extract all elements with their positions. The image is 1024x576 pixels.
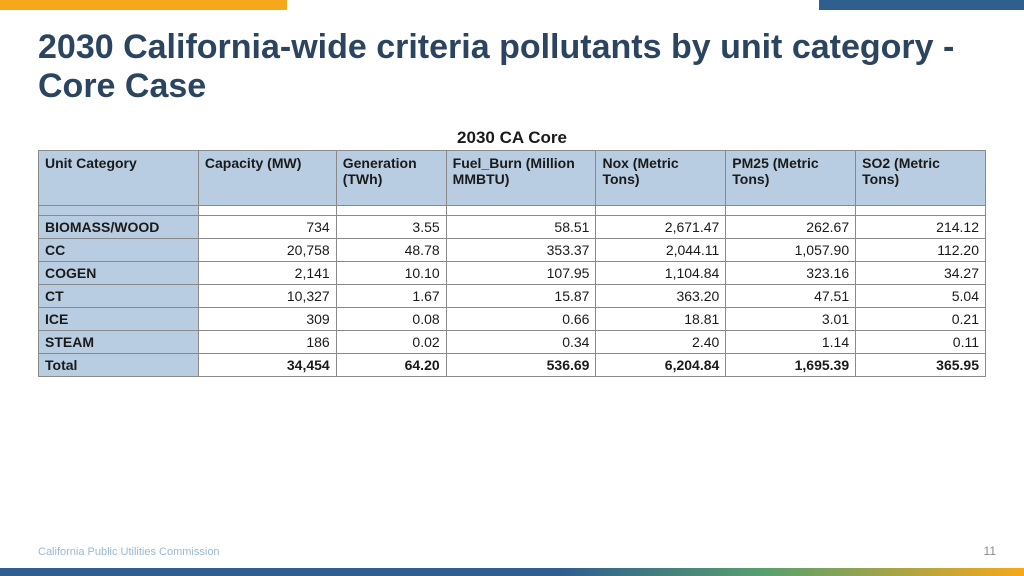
cell: 20,758 — [198, 239, 336, 262]
col-header: Capacity (MW) — [198, 151, 336, 206]
table-row: CT 10,327 1.67 15.87 363.20 47.51 5.04 — [39, 285, 986, 308]
table-row: STEAM 186 0.02 0.34 2.40 1.14 0.11 — [39, 331, 986, 354]
footer-org: California Public Utilities Commission — [38, 546, 220, 558]
cell: 186 — [198, 331, 336, 354]
col-header: Nox (Metric Tons) — [596, 151, 726, 206]
table-row: CC 20,758 48.78 353.37 2,044.11 1,057.90… — [39, 239, 986, 262]
table-row: BIOMASS/WOOD 734 3.55 58.51 2,671.47 262… — [39, 216, 986, 239]
row-category: CT — [39, 285, 199, 308]
cell: 214.12 — [856, 216, 986, 239]
cell: 3.55 — [336, 216, 446, 239]
cell: 323.16 — [726, 262, 856, 285]
total-cell: 34,454 — [198, 354, 336, 377]
row-category: STEAM — [39, 331, 199, 354]
cell: 2,141 — [198, 262, 336, 285]
cell: 1.14 — [726, 331, 856, 354]
cell: 0.21 — [856, 308, 986, 331]
table-caption: 2030 CA Core — [0, 128, 1024, 148]
cell: 112.20 — [856, 239, 986, 262]
table-header-row: Unit Category Capacity (MW) Generation (… — [39, 151, 986, 206]
cell: 34.27 — [856, 262, 986, 285]
total-label: Total — [39, 354, 199, 377]
row-category: BIOMASS/WOOD — [39, 216, 199, 239]
cell: 15.87 — [446, 285, 596, 308]
cell: 58.51 — [446, 216, 596, 239]
cell: 47.51 — [726, 285, 856, 308]
cell: 2,671.47 — [596, 216, 726, 239]
table-row: ICE 309 0.08 0.66 18.81 3.01 0.21 — [39, 308, 986, 331]
total-cell: 536.69 — [446, 354, 596, 377]
total-cell: 1,695.39 — [726, 354, 856, 377]
cell: 5.04 — [856, 285, 986, 308]
bottom-accent-bar — [0, 568, 1024, 576]
cell: 734 — [198, 216, 336, 239]
cell: 1,057.90 — [726, 239, 856, 262]
total-cell: 6,204.84 — [596, 354, 726, 377]
page-number: 11 — [984, 544, 996, 558]
cell: 0.66 — [446, 308, 596, 331]
cell: 353.37 — [446, 239, 596, 262]
cell: 2.40 — [596, 331, 726, 354]
cell: 2,044.11 — [596, 239, 726, 262]
cell: 0.34 — [446, 331, 596, 354]
cell: 18.81 — [596, 308, 726, 331]
cell: 0.11 — [856, 331, 986, 354]
cell: 107.95 — [446, 262, 596, 285]
table-total-row: Total 34,454 64.20 536.69 6,204.84 1,695… — [39, 354, 986, 377]
pollutants-table: Unit Category Capacity (MW) Generation (… — [38, 150, 986, 377]
cell: 363.20 — [596, 285, 726, 308]
col-header: SO2 (Metric Tons) — [856, 151, 986, 206]
top-accent-bar — [0, 0, 1024, 10]
cell: 1.67 — [336, 285, 446, 308]
row-category: ICE — [39, 308, 199, 331]
cell: 48.78 — [336, 239, 446, 262]
slide-title: 2030 California-wide criteria pollutants… — [38, 28, 984, 106]
slide: 2030 California-wide criteria pollutants… — [0, 0, 1024, 576]
row-category: COGEN — [39, 262, 199, 285]
cell: 0.08 — [336, 308, 446, 331]
col-header: Generation (TWh) — [336, 151, 446, 206]
col-header: PM25 (Metric Tons) — [726, 151, 856, 206]
cell: 3.01 — [726, 308, 856, 331]
cell: 10.10 — [336, 262, 446, 285]
col-header: Fuel_Burn (Million MMBTU) — [446, 151, 596, 206]
cell: 309 — [198, 308, 336, 331]
table-row: COGEN 2,141 10.10 107.95 1,104.84 323.16… — [39, 262, 986, 285]
row-category: CC — [39, 239, 199, 262]
cell: 262.67 — [726, 216, 856, 239]
col-header: Unit Category — [39, 151, 199, 206]
total-cell: 64.20 — [336, 354, 446, 377]
cell: 1,104.84 — [596, 262, 726, 285]
total-cell: 365.95 — [856, 354, 986, 377]
cell: 0.02 — [336, 331, 446, 354]
cell: 10,327 — [198, 285, 336, 308]
